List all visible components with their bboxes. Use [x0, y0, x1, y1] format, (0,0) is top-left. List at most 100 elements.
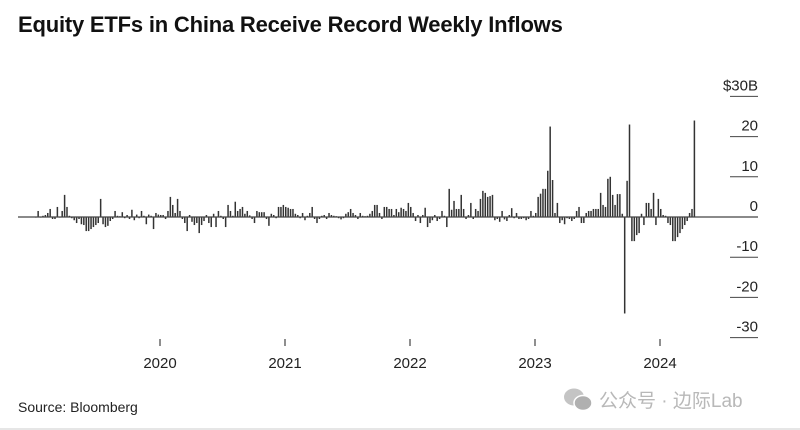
x-tick-label: 2020 — [143, 355, 176, 372]
bar — [297, 214, 299, 217]
bar — [595, 208, 597, 217]
bar — [407, 202, 410, 217]
bar — [188, 214, 191, 217]
bar — [66, 206, 68, 217]
bar — [359, 212, 362, 217]
bar — [328, 212, 330, 217]
bar — [318, 217, 321, 220]
x-tick-label: 2021 — [268, 355, 301, 372]
bar — [246, 210, 249, 217]
bar — [537, 196, 539, 217]
bar — [294, 213, 297, 217]
bar — [474, 208, 477, 217]
bar — [280, 206, 282, 217]
bar — [157, 214, 160, 217]
bar — [441, 210, 443, 217]
bar — [222, 217, 224, 220]
bar — [522, 217, 525, 219]
bar — [599, 192, 602, 217]
bar — [63, 194, 66, 217]
bar — [686, 217, 688, 222]
bar — [162, 214, 164, 217]
bar — [532, 215, 535, 217]
bar — [547, 170, 549, 217]
bar — [657, 198, 660, 217]
bar — [191, 217, 193, 222]
bar — [436, 217, 438, 222]
bar — [145, 217, 148, 225]
bar — [78, 217, 80, 220]
bar — [239, 208, 241, 217]
bar — [458, 208, 460, 217]
bar — [49, 208, 51, 217]
bar — [419, 217, 422, 224]
bar — [376, 204, 378, 217]
bar — [263, 212, 265, 217]
bar — [121, 212, 124, 217]
bar — [306, 215, 309, 217]
bar — [248, 215, 251, 217]
bar — [489, 196, 491, 217]
bar — [203, 217, 205, 222]
bar — [679, 217, 681, 234]
bar — [345, 213, 347, 217]
bar — [229, 210, 232, 217]
bar — [330, 214, 333, 217]
bar — [381, 217, 383, 220]
bar — [287, 207, 289, 217]
bar — [258, 212, 261, 217]
bar — [623, 217, 626, 314]
bar — [176, 198, 179, 217]
bar — [354, 214, 357, 217]
bar — [44, 214, 47, 217]
bar — [385, 206, 388, 217]
bar — [515, 212, 518, 217]
bar — [301, 212, 304, 217]
bar — [135, 214, 138, 217]
bar — [313, 217, 316, 220]
bar — [518, 217, 520, 220]
bar — [465, 217, 467, 220]
bar — [47, 212, 49, 217]
bar — [220, 215, 222, 217]
bar — [672, 217, 674, 242]
bar — [349, 208, 352, 217]
bar — [604, 206, 607, 217]
bar — [554, 212, 556, 217]
bar — [477, 210, 479, 217]
bar — [549, 126, 551, 217]
bar — [102, 217, 104, 225]
source-note: Source: Bloomberg — [18, 399, 138, 415]
bar — [337, 217, 340, 219]
bar — [270, 213, 273, 217]
bar — [643, 217, 645, 226]
bar — [241, 206, 244, 217]
bar — [561, 217, 563, 221]
bar — [212, 213, 215, 217]
bar — [97, 217, 99, 224]
bar — [138, 217, 140, 219]
bar — [224, 217, 227, 228]
bar — [234, 201, 237, 217]
bar — [395, 208, 398, 217]
bar — [429, 217, 431, 224]
bar — [357, 217, 359, 220]
y-tick-label: $30B — [723, 77, 758, 94]
bar — [693, 120, 696, 217]
bar — [590, 210, 592, 217]
bar — [111, 217, 114, 220]
bar — [369, 213, 371, 217]
bar — [667, 217, 669, 224]
bottom-border — [0, 428, 800, 430]
bar — [217, 210, 220, 217]
bar — [568, 217, 571, 220]
bar — [232, 215, 234, 217]
bar — [83, 217, 85, 226]
bar — [51, 217, 54, 220]
bar — [551, 180, 554, 217]
bar — [114, 210, 116, 217]
bar — [422, 214, 424, 217]
bar — [61, 210, 63, 217]
bar — [674, 217, 676, 242]
bar — [571, 217, 573, 222]
